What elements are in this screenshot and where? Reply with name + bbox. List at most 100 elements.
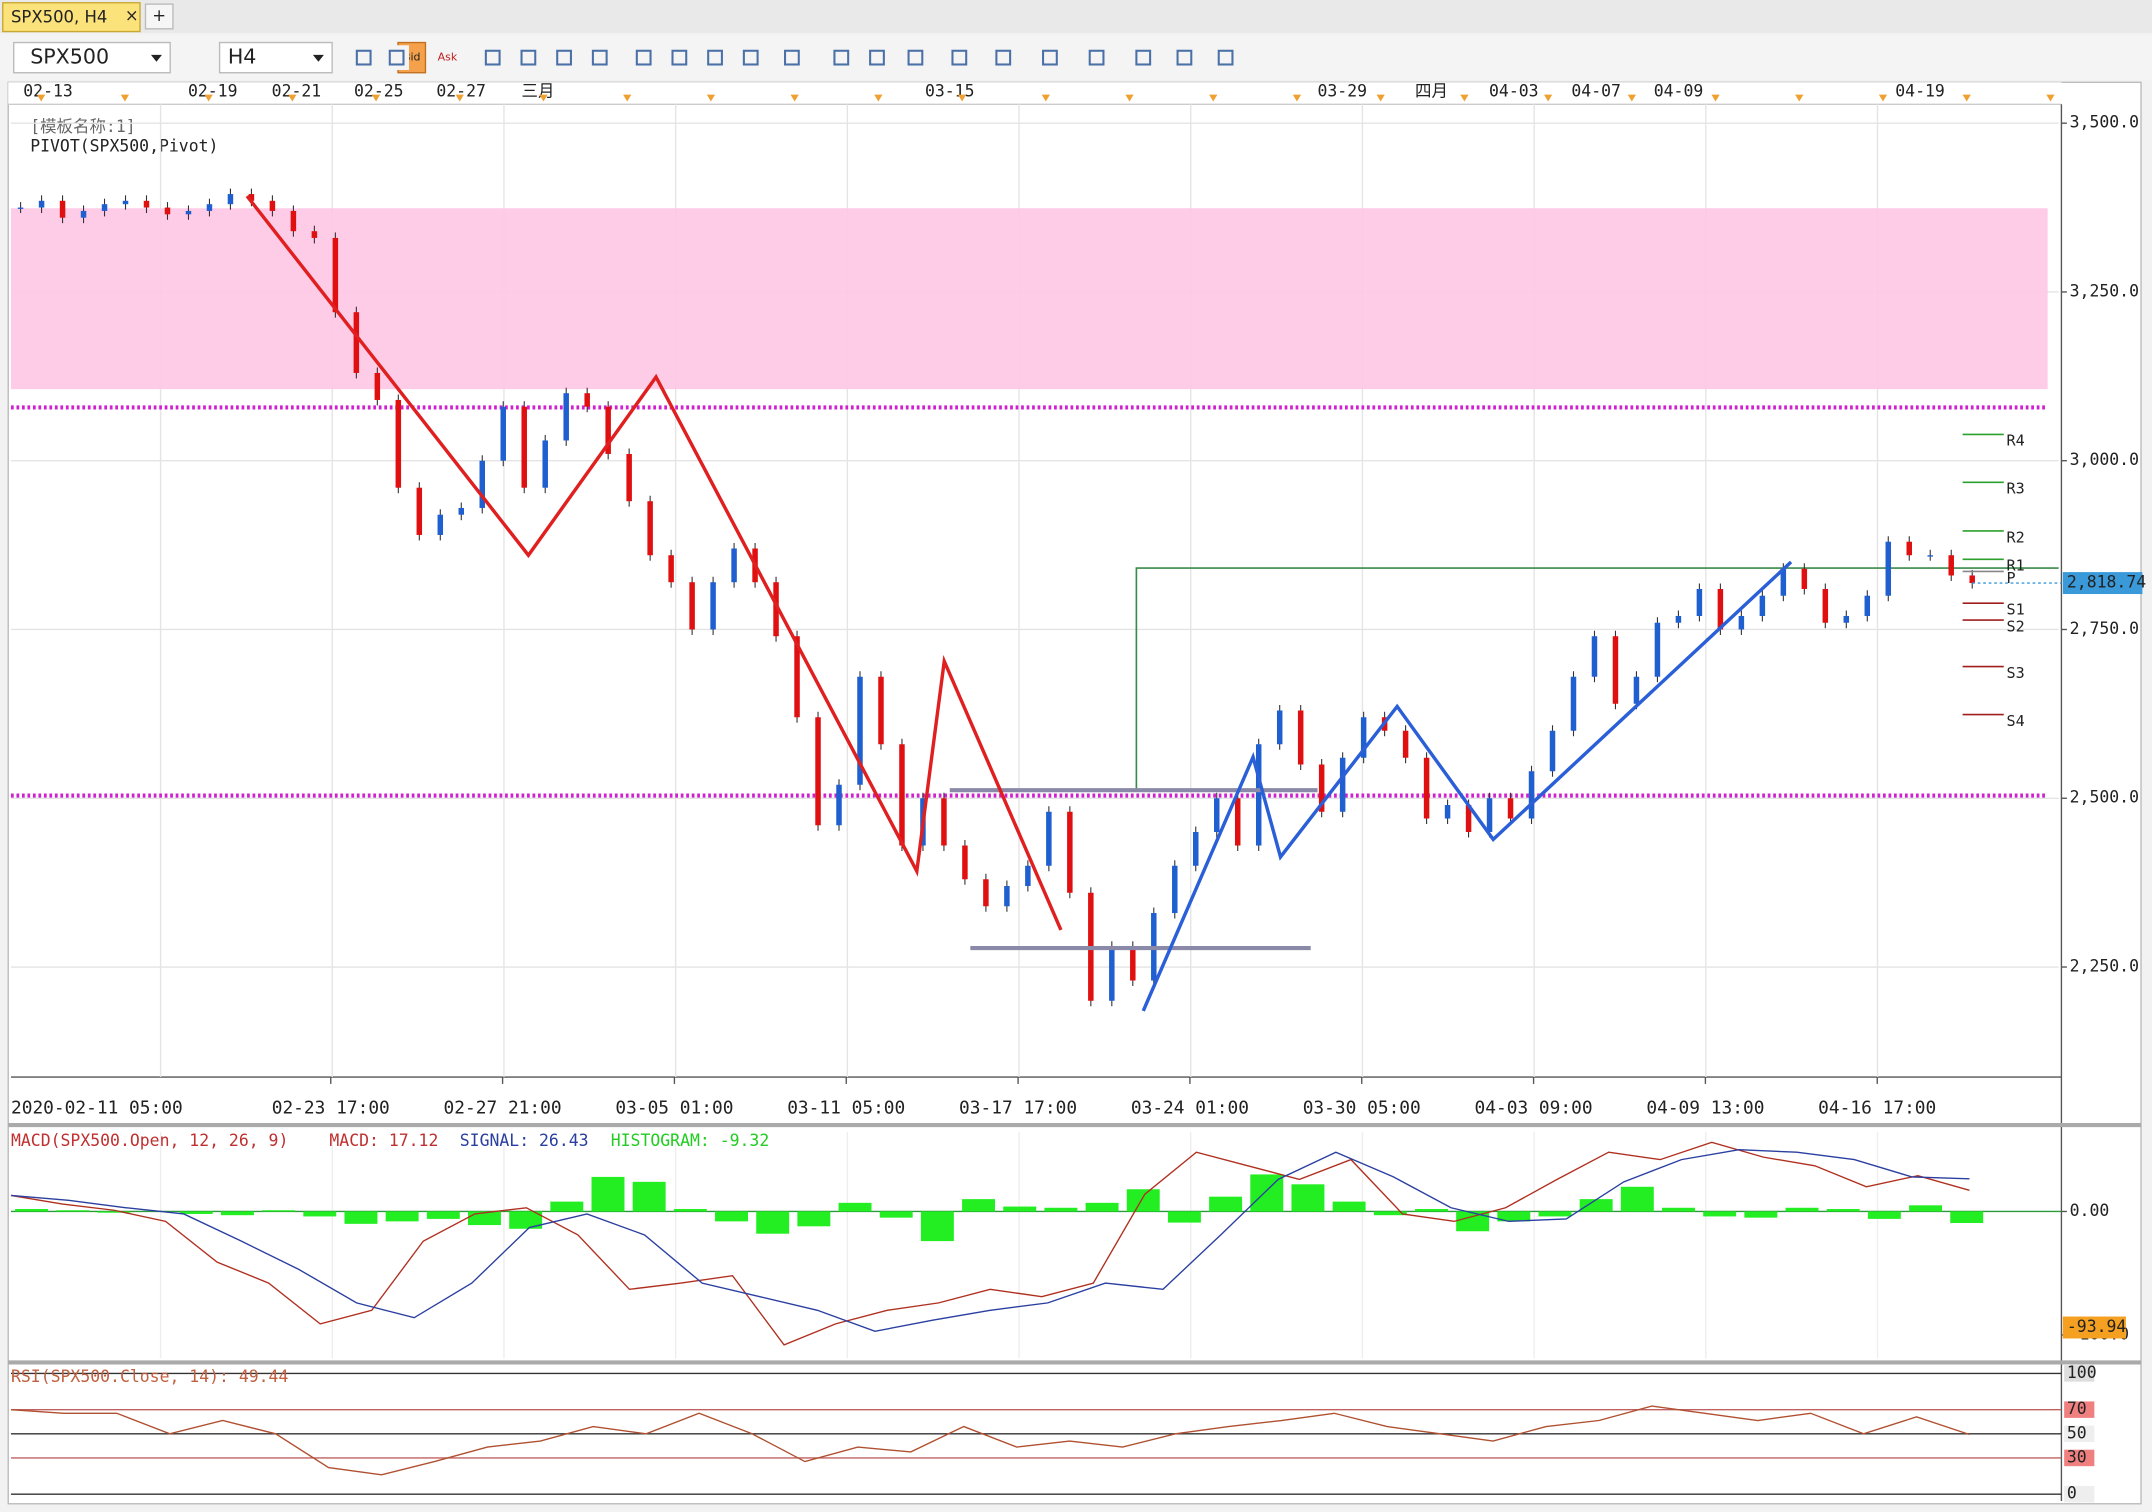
tool-button[interactable] bbox=[587, 45, 613, 70]
tool-glyph bbox=[707, 49, 723, 66]
candle-body bbox=[59, 200, 66, 218]
histogram-bar bbox=[1414, 1209, 1448, 1212]
candle-body bbox=[1276, 710, 1283, 745]
tool-icons bbox=[351, 45, 1238, 70]
y-tick-label: 70 bbox=[2067, 1399, 2087, 1418]
candle-body bbox=[1738, 615, 1745, 630]
tool-button[interactable] bbox=[990, 45, 1016, 70]
timeframe-select[interactable] bbox=[218, 41, 333, 74]
y-tick-label: 3,500.0 bbox=[2070, 113, 2139, 132]
histogram-bar bbox=[1126, 1189, 1160, 1212]
histogram-bar bbox=[15, 1209, 49, 1212]
tool-button[interactable] bbox=[864, 45, 890, 70]
tool-button[interactable] bbox=[1130, 45, 1156, 70]
tool-glyph bbox=[484, 49, 501, 66]
tool-glyph bbox=[1088, 49, 1105, 66]
symbol-select[interactable] bbox=[13, 41, 171, 74]
tool-button[interactable] bbox=[903, 45, 928, 70]
top-date-label: 04-09 bbox=[1654, 81, 1704, 100]
candle-body bbox=[248, 194, 255, 201]
tab[interactable] bbox=[2, 2, 141, 33]
date-marker bbox=[874, 94, 883, 102]
tool-button[interactable] bbox=[480, 45, 506, 70]
date-marker bbox=[1795, 94, 1804, 102]
tool-button[interactable] bbox=[828, 45, 854, 70]
date-marker bbox=[1125, 94, 1134, 102]
pivot-name: S2 bbox=[2007, 617, 2025, 635]
candle-body bbox=[437, 514, 444, 535]
candle-body bbox=[584, 393, 590, 407]
candle-body bbox=[353, 312, 360, 373]
tool-button[interactable] bbox=[946, 45, 972, 70]
step-line bbox=[1135, 567, 2059, 791]
tool-glyph bbox=[520, 49, 537, 66]
candle-body bbox=[731, 548, 737, 583]
candle-body bbox=[794, 636, 800, 718]
tab-close[interactable]: × bbox=[125, 6, 139, 25]
candle-body bbox=[1360, 717, 1367, 758]
tool-button[interactable] bbox=[631, 45, 657, 70]
candle-body bbox=[101, 204, 108, 211]
candle-body bbox=[1172, 865, 1178, 914]
histogram-bar bbox=[797, 1211, 831, 1227]
histogram-bar bbox=[1950, 1211, 1984, 1223]
candle-body bbox=[1591, 636, 1598, 677]
histogram-bar bbox=[1044, 1207, 1078, 1212]
histogram-bar bbox=[262, 1210, 296, 1212]
resistance-zone bbox=[10, 208, 2048, 390]
tool-glyph bbox=[907, 49, 924, 66]
pivot-name: R3 bbox=[2007, 480, 2025, 498]
candle-body bbox=[1759, 595, 1766, 616]
date-marker bbox=[1962, 94, 1971, 102]
tool-button[interactable] bbox=[667, 45, 692, 70]
rsi-line bbox=[10, 1405, 1970, 1476]
tool-button[interactable] bbox=[551, 45, 577, 70]
tool-button[interactable] bbox=[1172, 45, 1197, 70]
tool-button[interactable] bbox=[351, 45, 377, 70]
tool-button[interactable] bbox=[1213, 45, 1238, 70]
add-tab[interactable] bbox=[144, 3, 174, 30]
tool-glyph bbox=[833, 49, 850, 66]
candle-body bbox=[1927, 555, 1933, 557]
tool-glyph bbox=[591, 49, 608, 66]
top-date-label: 04-03 bbox=[1489, 81, 1539, 100]
ask-button[interactable] bbox=[433, 42, 462, 73]
histogram-bar bbox=[1167, 1211, 1201, 1223]
candle-body bbox=[878, 676, 884, 745]
histogram-bar bbox=[1209, 1196, 1243, 1212]
tool-button[interactable] bbox=[738, 45, 764, 70]
candle-body bbox=[500, 406, 506, 461]
date-marker bbox=[120, 94, 130, 102]
candle-body bbox=[668, 555, 674, 583]
x-tick-label: 03-11 05:00 bbox=[787, 1098, 905, 1119]
candle-body bbox=[1948, 555, 1954, 576]
pivot-name: S3 bbox=[2007, 664, 2025, 682]
candle-body bbox=[1255, 744, 1262, 846]
tool-button[interactable] bbox=[1084, 45, 1109, 70]
tool-button[interactable] bbox=[702, 45, 728, 70]
candle-body bbox=[185, 210, 192, 215]
x-tick-label: 03-30 05:00 bbox=[1303, 1098, 1421, 1119]
candle-body bbox=[1822, 588, 1829, 623]
tool-button[interactable] bbox=[384, 45, 409, 70]
histogram-bar bbox=[1291, 1184, 1325, 1212]
x-tick-label: 04-03 09:00 bbox=[1475, 1098, 1593, 1119]
candle-body bbox=[80, 210, 87, 218]
pivot-name: R1 bbox=[2007, 557, 2025, 575]
histogram-bar bbox=[1620, 1186, 1654, 1212]
top-date-label: 四月 bbox=[1415, 81, 1448, 100]
tool-button[interactable] bbox=[779, 45, 805, 70]
x-tick-label: 2020-02-11 05:00 bbox=[11, 1098, 183, 1119]
tool-button[interactable] bbox=[516, 45, 541, 70]
tab-bar bbox=[0, 0, 2152, 33]
histogram-bar bbox=[468, 1211, 501, 1226]
x-tick-label: 03-05 01:00 bbox=[615, 1098, 733, 1119]
candle-body bbox=[1067, 811, 1073, 893]
candle-body bbox=[416, 487, 423, 535]
histogram-bar bbox=[1662, 1207, 1695, 1212]
tool-button[interactable] bbox=[1037, 45, 1063, 70]
histogram-bar bbox=[673, 1209, 707, 1212]
candle-body bbox=[815, 717, 821, 826]
candle-body bbox=[605, 406, 611, 454]
date-marker bbox=[539, 94, 548, 102]
